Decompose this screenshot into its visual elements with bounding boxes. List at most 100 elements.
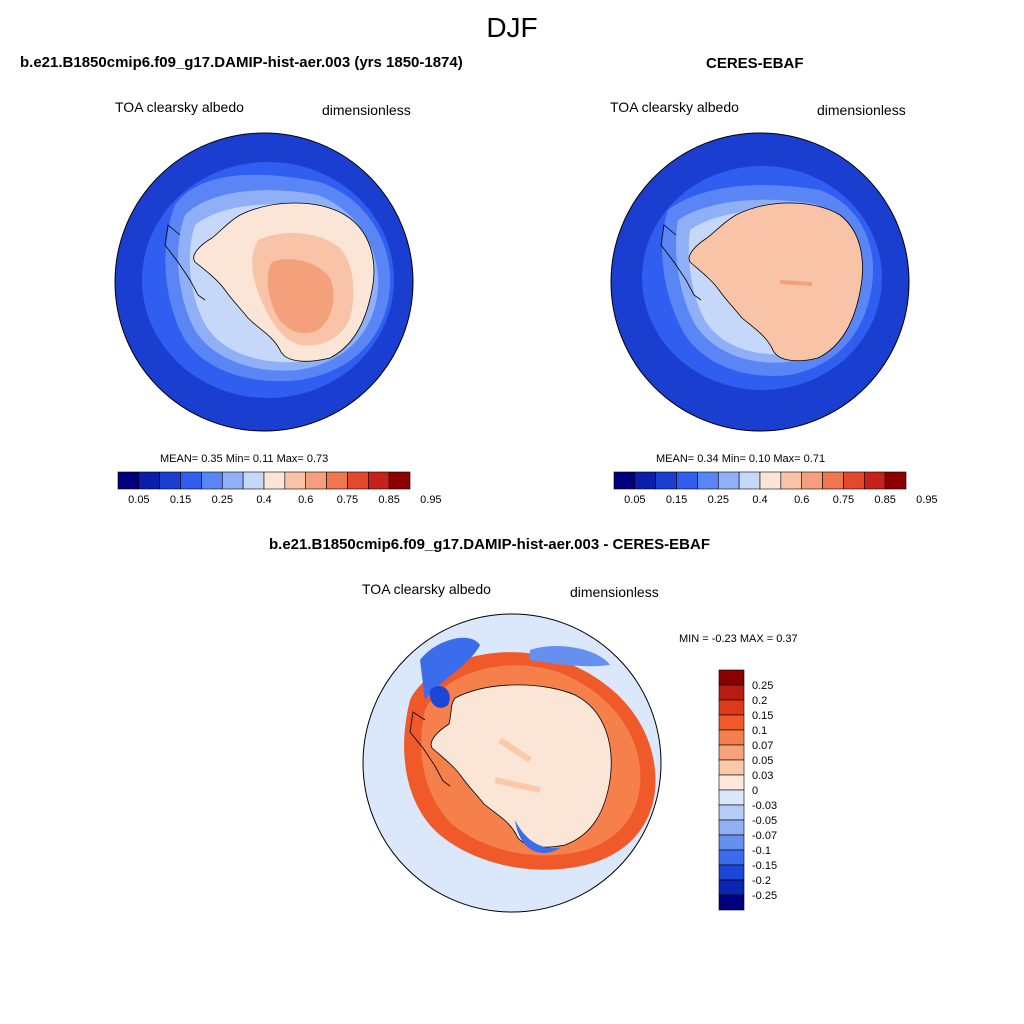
panel1-colorbar-swatch [284,471,307,490]
panel1-colorbar-swatch [367,471,390,490]
panel3-colorbar-tick-label: 0.03 [752,770,773,782]
panel3-colorbar-swatch [718,699,745,716]
panel1-colorbar-tick-label: 0.15 [170,494,191,506]
panel1-map-border [114,132,414,432]
panel1-colorbar-swatch [263,471,286,490]
panel1-colorbar-swatch [159,471,181,490]
panel3-colorbar-swatch [718,879,745,896]
panel2-colorbar-swatch [738,471,761,490]
panel2-colorbar-swatch [676,471,698,490]
panel3-colorbar-swatch [718,684,745,701]
panel3-colorbar-tick-label: 0.1 [752,725,767,737]
panel2-colorbar-swatch [634,471,657,490]
panel3-colorbar-swatch [718,804,745,821]
panel1-title: b.e21.B1850cmip6.f09_g17.DAMIP-hist-aer.… [20,54,463,71]
panel3-colorbar-tick-label: -0.07 [752,830,777,842]
panel3-stats: MIN = -0.23 MAX = 0.37 [679,633,798,645]
panel3-colorbar-swatch [718,834,745,851]
panel2-stats: MEAN= 0.34 Min= 0.10 Max= 0.71 [656,453,826,465]
panel3-colorbar-tick-label: 0.25 [752,680,773,692]
panel1-colorbar-swatch [138,471,161,490]
panel2-colorbar-swatch [613,471,636,490]
panel1-colorbar-swatch [388,471,411,490]
panel2-colorbar-swatch [697,471,719,490]
panel3-colorbar-swatch [718,774,745,791]
panel1-units-label: dimensionless [322,102,411,118]
panel2-colorbar-swatch [863,471,886,490]
panel2-colorbar-swatch [759,471,782,490]
panel2-antarctica [688,202,863,362]
panel2-colorbar-swatch [717,471,740,490]
panel3-colorbar: 0.25 0.2 0.15 0.1 0.07 0.05 0.03 0 -0.03 -0.05 -0.… [718,669,777,911]
panel2-colorbar-tick-label: 0.75 [833,494,854,506]
panel1-colorbar-swatch [305,471,327,490]
panel1-colorbar-swatch [117,471,140,490]
panel2-colorbar-swatch [822,471,844,490]
panel2-colorbar-tick-label: 0.15 [666,494,687,506]
panel1-colorbar-tick-label: 0.95 [420,494,441,506]
panel3-map [363,614,661,912]
panel2-units-label: dimensionless [817,102,906,118]
panel3-negative-patch1 [420,637,480,700]
panel3-colorbar-tick-label: -0.25 [752,890,777,902]
panel1-colorbar-tick-label: 0.25 [212,494,233,506]
panel1-variable-label: TOA clearsky albedo [115,99,244,115]
panel1-colorbar: 0.05 0.15 0.25 0.4 0.6 0.75 0.85 0.95 [117,471,442,506]
panel2-title: CERES-EBAF [706,55,804,72]
panel2-variable-label: TOA clearsky albedo [610,99,739,115]
panel3-colorbar-swatch [718,729,745,746]
panel1-peninsula [164,224,206,301]
panel2-colorbar-swatch [884,471,907,490]
panel3-continent-mottle [494,737,541,793]
panel2-colorbar-tick-label: 0.6 [794,494,809,506]
panel3-colorbar-tick-label: -0.05 [752,815,777,827]
panel1-continent-high [267,259,334,334]
panel3-colorbar-tick-label: 0.07 [752,740,773,752]
panel2-colorbar-swatch [843,471,865,490]
panel3-units-label: dimensionless [570,584,659,600]
panel1-colorbar-tick-label: 0.05 [128,494,149,506]
panel2-colorbar-swatch [655,471,677,490]
panel2-colorbar: 0.05 0.15 0.25 0.4 0.6 0.75 0.85 0.95 [613,471,938,506]
panel2-colorbar-tick-label: 0.4 [752,494,767,506]
panel1-colorbar-swatch [180,471,202,490]
panel1-colorbar-swatch [326,471,348,490]
panel3-antarctica [430,684,612,848]
panel1-colorbar-swatch [347,471,369,490]
panel2-colorbar-tick-label: 0.05 [624,494,645,506]
panel2-map [611,133,909,431]
panel3-negative-patch2 [429,685,450,708]
panel3-colorbar-swatch [718,894,745,911]
panel2-colorbar-swatch [801,471,823,490]
panel3-colorbar-tick-label: 0.2 [752,695,767,707]
panel3-colorbar-tick-label: -0.1 [752,845,771,857]
panel1-colorbar-swatch [201,471,223,490]
panel3-colorbar-tick-label: 0.05 [752,755,773,767]
panel2-colorbar-tick-label: 0.85 [874,494,895,506]
panel3-colorbar-swatch [718,819,745,836]
panel1-colorbar-swatch [242,471,265,490]
panel3-colorbar-tick-label: -0.15 [752,860,777,872]
panel3-colorbar-swatch [718,669,745,686]
panel2-peninsula [660,224,702,301]
panel3-map-border [362,613,662,913]
panel3-variable-label: TOA clearsky albedo [362,581,491,597]
panel3-negative-patch3 [530,645,610,667]
panel1-colorbar-swatch [221,471,244,490]
panel1-colorbar-tick-label: 0.6 [298,494,313,506]
figure-season-title: DJF [486,12,538,43]
panel1-colorbar-tick-label: 0.75 [337,494,358,506]
panel3-colorbar-swatch [718,744,745,761]
panel3-title: b.e21.B1850cmip6.f09_g17.DAMIP-hist-aer.… [269,536,710,553]
panel3-colorbar-tick-label: 0 [752,785,758,797]
panel2-continent-streak [779,280,813,286]
panel3-colorbar-tick-label: 0.15 [752,710,773,722]
panel3-negative-patch4 [515,820,560,853]
panel3-peninsula [409,711,451,787]
panel3-colorbar-swatch [718,714,745,731]
panel3-colorbar-swatch [718,864,745,881]
panel3-colorbar-tick-label: -0.2 [752,875,771,887]
panel3-colorbar-swatch [718,759,745,776]
panel1-colorbar-tick-label: 0.4 [256,494,271,506]
